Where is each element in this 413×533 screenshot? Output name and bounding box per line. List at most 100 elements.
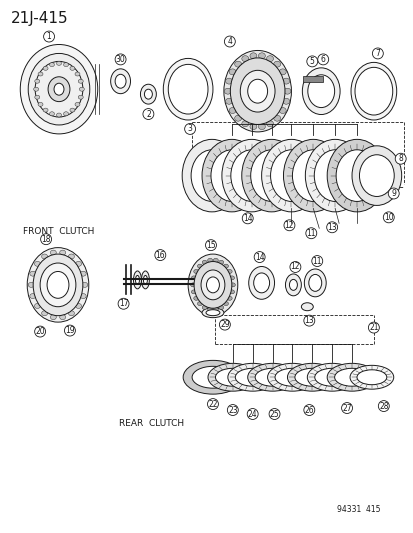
Ellipse shape — [206, 310, 219, 316]
Ellipse shape — [266, 55, 273, 62]
Circle shape — [317, 54, 328, 65]
Circle shape — [142, 109, 154, 119]
Ellipse shape — [301, 303, 313, 311]
Ellipse shape — [354, 67, 392, 115]
Ellipse shape — [192, 366, 233, 388]
Ellipse shape — [213, 308, 218, 311]
Text: 19: 19 — [65, 326, 75, 335]
Ellipse shape — [54, 83, 64, 95]
Text: 16: 16 — [155, 251, 165, 260]
Ellipse shape — [110, 69, 130, 94]
Text: 6: 6 — [320, 55, 325, 64]
Ellipse shape — [43, 108, 48, 112]
Ellipse shape — [227, 270, 232, 273]
Text: 12: 12 — [290, 262, 299, 271]
Text: 27: 27 — [342, 403, 351, 413]
Ellipse shape — [294, 368, 329, 386]
Text: 29: 29 — [220, 320, 229, 329]
Ellipse shape — [188, 254, 237, 316]
Ellipse shape — [30, 294, 36, 298]
Ellipse shape — [38, 102, 43, 107]
Ellipse shape — [34, 303, 40, 309]
Ellipse shape — [59, 314, 66, 320]
Text: 8: 8 — [397, 154, 402, 163]
Ellipse shape — [258, 124, 265, 130]
Ellipse shape — [227, 364, 277, 391]
Text: 14: 14 — [254, 253, 264, 262]
Circle shape — [326, 222, 337, 233]
Text: 20: 20 — [35, 327, 45, 336]
Ellipse shape — [140, 84, 156, 104]
Text: 11: 11 — [312, 256, 321, 265]
Ellipse shape — [207, 259, 212, 262]
Ellipse shape — [218, 260, 223, 264]
Circle shape — [247, 408, 258, 419]
Ellipse shape — [191, 290, 196, 294]
Ellipse shape — [64, 112, 69, 116]
Ellipse shape — [283, 88, 290, 94]
Ellipse shape — [249, 53, 256, 59]
Ellipse shape — [28, 282, 34, 287]
Text: 17: 17 — [119, 299, 128, 308]
Ellipse shape — [254, 368, 289, 386]
Ellipse shape — [30, 271, 36, 276]
Ellipse shape — [135, 276, 139, 285]
Circle shape — [207, 399, 218, 409]
Ellipse shape — [247, 364, 297, 391]
Ellipse shape — [33, 87, 38, 91]
Ellipse shape — [207, 364, 257, 391]
Ellipse shape — [68, 311, 74, 316]
Bar — [212, 275, 218, 288]
Ellipse shape — [78, 95, 83, 99]
Ellipse shape — [207, 308, 212, 311]
Ellipse shape — [326, 364, 376, 391]
Text: 14: 14 — [242, 214, 252, 223]
Ellipse shape — [230, 283, 235, 287]
Ellipse shape — [213, 259, 218, 262]
Ellipse shape — [64, 63, 69, 67]
Text: 9: 9 — [390, 189, 395, 198]
Ellipse shape — [76, 303, 81, 309]
Ellipse shape — [20, 44, 97, 134]
Ellipse shape — [247, 79, 267, 103]
Text: 21: 21 — [368, 323, 378, 332]
Text: 13: 13 — [327, 223, 336, 232]
Ellipse shape — [304, 269, 325, 297]
Ellipse shape — [261, 139, 320, 212]
Ellipse shape — [35, 79, 40, 83]
Ellipse shape — [224, 88, 231, 94]
Circle shape — [154, 249, 165, 261]
Bar — [303, 76, 323, 82]
Ellipse shape — [234, 61, 241, 67]
Text: 2: 2 — [146, 109, 150, 118]
Ellipse shape — [42, 254, 47, 259]
Text: 11: 11 — [306, 229, 315, 238]
Ellipse shape — [308, 274, 321, 292]
Ellipse shape — [356, 370, 386, 385]
Ellipse shape — [141, 271, 149, 289]
Ellipse shape — [241, 121, 248, 127]
Ellipse shape — [274, 368, 309, 386]
Ellipse shape — [202, 139, 261, 212]
Text: 18: 18 — [41, 235, 51, 244]
Ellipse shape — [206, 277, 219, 293]
Circle shape — [368, 322, 378, 333]
Circle shape — [219, 319, 230, 330]
Circle shape — [387, 188, 398, 199]
Text: 10: 10 — [383, 213, 393, 222]
Ellipse shape — [182, 139, 241, 212]
Ellipse shape — [267, 364, 316, 391]
Ellipse shape — [227, 296, 232, 300]
Ellipse shape — [326, 139, 386, 212]
Ellipse shape — [183, 360, 242, 394]
Ellipse shape — [57, 61, 62, 66]
Ellipse shape — [241, 139, 301, 212]
Text: 26: 26 — [304, 406, 313, 415]
Ellipse shape — [270, 150, 311, 201]
Ellipse shape — [193, 296, 198, 300]
Circle shape — [382, 212, 393, 223]
Ellipse shape — [143, 276, 147, 285]
Text: 25: 25 — [269, 409, 279, 418]
Circle shape — [43, 31, 55, 42]
Ellipse shape — [79, 87, 84, 91]
